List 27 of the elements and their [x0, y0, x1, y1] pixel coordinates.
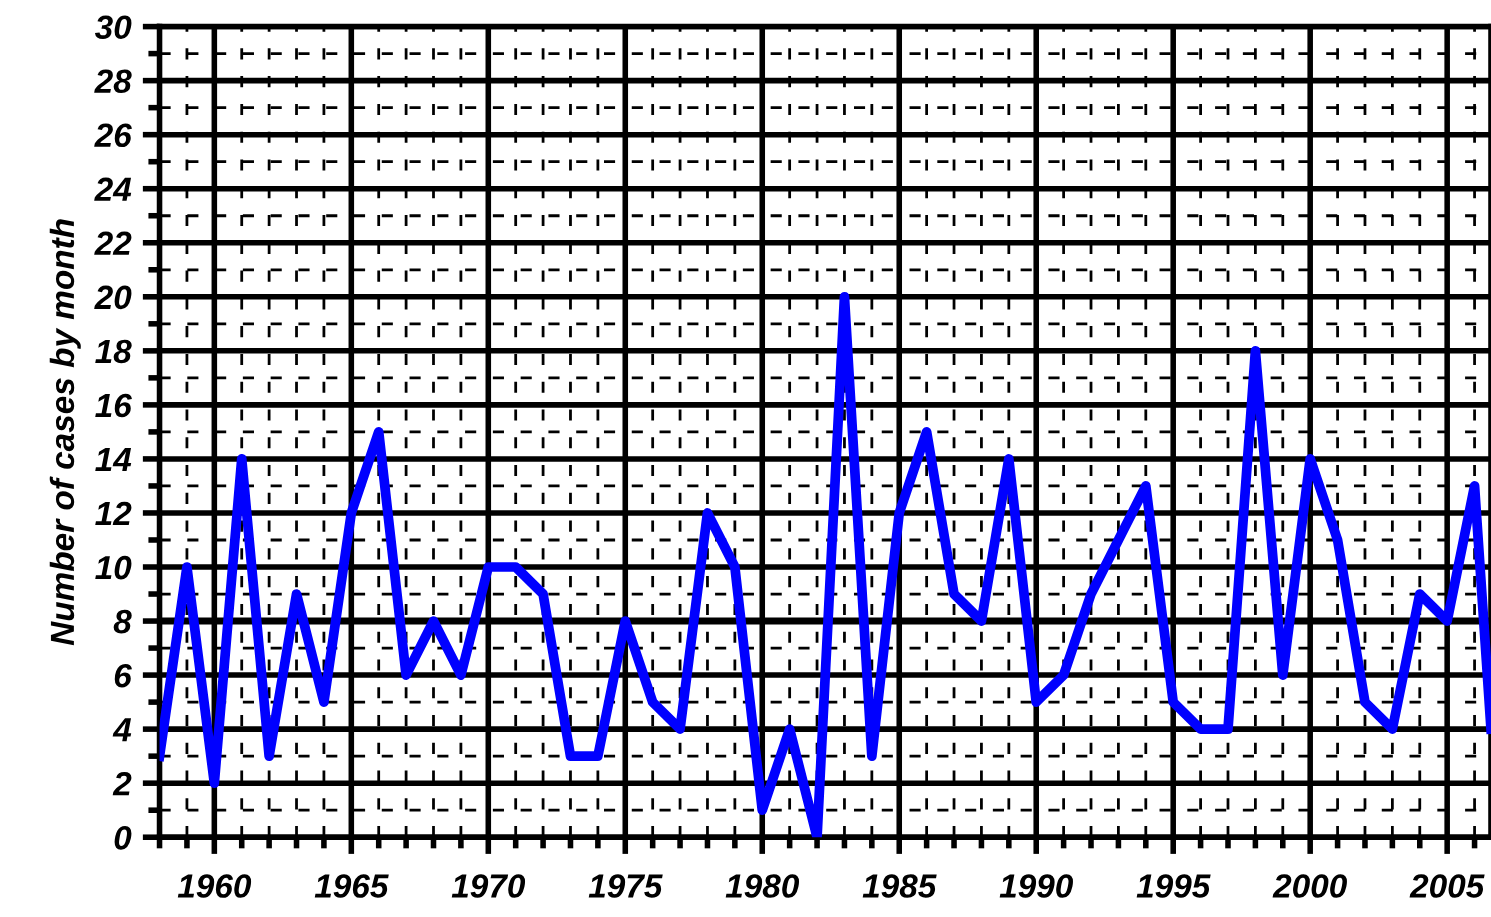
y-tick-label: 24 — [94, 177, 132, 201]
y-tick-label: 22 — [94, 231, 132, 255]
x-tick-label: 1995 — [1136, 874, 1211, 898]
y-tick-label: 8 — [113, 609, 132, 634]
y-tick-label: 6 — [114, 663, 132, 688]
y-tick-label: 12 — [95, 501, 132, 526]
y-tick-label: 18 — [95, 339, 132, 364]
y-tick-label: 26 — [94, 123, 132, 148]
y-tick-label: 4 — [112, 718, 132, 742]
x-tick-label: 1975 — [588, 874, 663, 898]
y-tick-label: 30 — [94, 15, 132, 39]
x-tick-label: 1985 — [862, 874, 937, 898]
x-tick-label: 1980 — [725, 874, 800, 898]
x-tick-label: 2005 — [1409, 874, 1485, 898]
x-tick-label: 1970 — [451, 874, 526, 898]
y-tick-label: 28 — [94, 69, 132, 94]
y-tick-label: 16 — [95, 393, 132, 418]
x-tick-label: 1960 — [177, 874, 252, 898]
y-tick-label: 0 — [114, 826, 132, 850]
y-axis-title: Number of cases by month — [49, 219, 81, 646]
x-tick-label: 1965 — [314, 874, 389, 898]
y-tick-label: 14 — [95, 448, 132, 472]
y-tick-label: 2 — [112, 771, 132, 796]
y-tick-label: 10 — [95, 555, 132, 580]
y-tick-label: 20 — [94, 285, 132, 310]
x-tick-label: 2000 — [1272, 874, 1347, 898]
x-tick-label: 1990 — [999, 874, 1073, 898]
